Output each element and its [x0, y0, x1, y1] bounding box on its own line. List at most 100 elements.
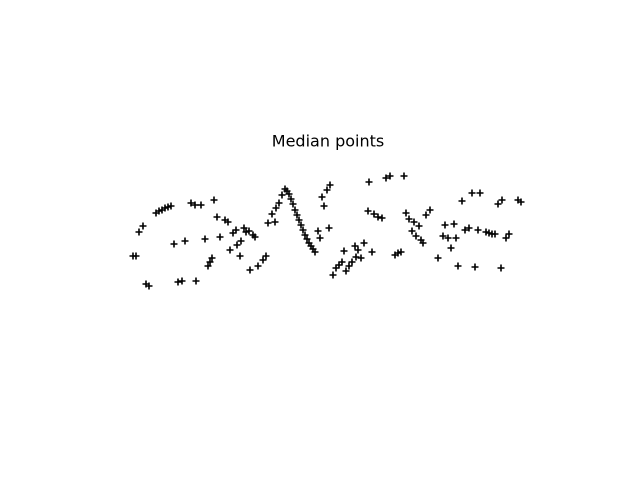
point [497, 264, 505, 272]
point [360, 239, 368, 247]
point [402, 209, 410, 217]
point [233, 241, 241, 249]
point [181, 237, 189, 245]
point [397, 248, 405, 256]
point [232, 226, 240, 234]
point [338, 258, 346, 266]
point [287, 195, 295, 203]
point [491, 230, 499, 238]
point [354, 246, 362, 254]
point [468, 189, 476, 197]
point [187, 199, 195, 207]
point [439, 232, 447, 240]
point [465, 224, 473, 232]
point [474, 226, 482, 234]
point [386, 172, 394, 180]
point [139, 222, 147, 230]
point [237, 237, 245, 245]
point [471, 263, 479, 271]
point [259, 256, 267, 264]
point [174, 278, 182, 286]
point [382, 174, 390, 182]
point [325, 224, 333, 232]
point [461, 226, 469, 234]
point [357, 254, 365, 262]
point [412, 232, 420, 240]
point [370, 210, 378, 218]
point [318, 193, 326, 201]
point [447, 244, 455, 252]
point [262, 252, 270, 260]
point [326, 181, 334, 189]
point [476, 189, 484, 197]
point [323, 186, 331, 194]
point [145, 282, 153, 290]
point [240, 224, 248, 232]
point [378, 214, 386, 222]
point [444, 234, 452, 242]
point [246, 266, 254, 274]
point [278, 191, 286, 199]
point [502, 234, 510, 242]
point [345, 262, 353, 270]
point [201, 235, 209, 243]
point [285, 190, 293, 198]
point [226, 246, 234, 254]
point [272, 204, 280, 212]
point [408, 227, 416, 235]
point [170, 240, 178, 248]
point [254, 262, 262, 270]
point [291, 206, 299, 214]
point [422, 211, 430, 219]
point [299, 226, 307, 234]
point [505, 230, 513, 238]
point [197, 201, 205, 209]
point [271, 218, 279, 226]
point [303, 235, 311, 243]
point [314, 227, 322, 235]
point [178, 277, 186, 285]
point [419, 239, 427, 247]
point [342, 267, 350, 275]
point [224, 218, 232, 226]
point [352, 253, 360, 261]
point [368, 248, 376, 256]
point [132, 252, 140, 260]
point [236, 252, 244, 260]
point [351, 242, 359, 250]
point [452, 234, 460, 242]
point [316, 234, 324, 242]
point [494, 200, 502, 208]
point [251, 233, 259, 241]
point [405, 215, 413, 223]
point [454, 262, 462, 270]
chart-title: Median points [272, 132, 384, 151]
point [264, 219, 272, 227]
point [295, 216, 303, 224]
point [441, 221, 449, 229]
point [192, 277, 200, 285]
point [426, 206, 434, 214]
point [365, 178, 373, 186]
point [320, 202, 328, 210]
point [268, 210, 276, 218]
point [216, 233, 224, 241]
point [410, 218, 418, 226]
point [167, 202, 175, 210]
point [434, 254, 442, 262]
point [245, 227, 253, 235]
point [191, 201, 199, 209]
point [289, 200, 297, 208]
point [301, 231, 309, 239]
point [204, 262, 212, 270]
point [364, 207, 372, 215]
point [210, 196, 218, 204]
point [206, 258, 214, 266]
point [517, 198, 525, 206]
point [450, 220, 458, 228]
point [400, 172, 408, 180]
point [311, 248, 319, 256]
point [374, 213, 382, 221]
point [458, 197, 466, 205]
